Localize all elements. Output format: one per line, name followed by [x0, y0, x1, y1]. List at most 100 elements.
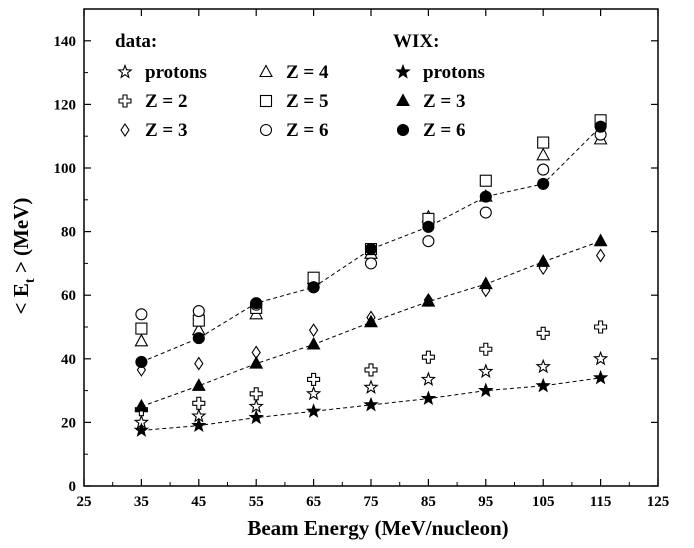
data-point-open-circle	[537, 163, 550, 176]
legend-label: protons	[423, 62, 485, 83]
data-point-open-square	[537, 136, 550, 149]
data-point-filled-circle	[479, 190, 492, 203]
x-tick-label: 115	[590, 494, 612, 510]
legend-marker-filled-triangle	[396, 93, 410, 107]
legend-label: Z = 6	[286, 120, 329, 141]
legend-marker-filled-star	[395, 63, 411, 79]
data-point-filled-triangle	[191, 378, 206, 391]
data-point-open-star	[535, 358, 551, 374]
x-tick-label: 125	[647, 494, 670, 510]
y-axis-title-prefix: < E	[9, 283, 33, 314]
legend-marker-open-square	[259, 94, 273, 108]
legend: data: WIX: protons Z = 2 Z = 3 Z = 4 Z = 5 Z = …	[115, 31, 485, 141]
legend-label: Z = 6	[423, 120, 466, 141]
data-point-filled-star	[592, 369, 609, 385]
legend-marker-filled-circle	[396, 123, 410, 137]
data-point-open-star	[592, 350, 609, 366]
data-point-open-circle	[364, 257, 378, 270]
data-point-filled-circle	[192, 332, 205, 345]
series-line-8	[141, 126, 601, 363]
data-point-filled-star	[305, 403, 322, 418]
data-point-filled-triangle	[134, 398, 149, 412]
data-point-open-diamond	[194, 356, 204, 371]
legend-heading-data: data:	[115, 31, 157, 52]
x-tick-label: 95	[478, 494, 493, 510]
x-tick-label: 55	[249, 494, 264, 510]
legend-label: protons	[145, 62, 207, 83]
y-tick-label: 20	[61, 415, 76, 431]
legend-label: Z = 3	[145, 120, 188, 141]
data-point-filled-triangle	[421, 293, 436, 307]
data-point-open-circle	[422, 235, 435, 248]
data-point-filled-triangle	[306, 336, 321, 350]
y-tick-label: 140	[54, 34, 77, 50]
data-point-open-cross	[536, 326, 550, 340]
legend-marker-open-circle	[259, 123, 273, 137]
data-point-open-star	[248, 398, 264, 414]
data-point-open-star	[478, 363, 494, 379]
legend-heading-wix: WIX:	[393, 31, 439, 52]
y-tick-label: 40	[61, 352, 76, 368]
x-tick-label: 105	[532, 494, 555, 510]
x-tick-label: 65	[306, 494, 321, 510]
data-point-open-cross	[364, 363, 378, 377]
data-point-open-cross	[479, 342, 493, 356]
y-tick-label: 0	[69, 479, 77, 495]
legend-marker-open-star	[117, 63, 133, 79]
data-point-open-star	[305, 385, 322, 401]
data-point-filled-star	[133, 422, 150, 437]
legend-label: Z = 5	[286, 91, 329, 112]
data-point-open-cross	[594, 320, 608, 334]
data-point-filled-circle	[364, 243, 378, 256]
y-axis-title: < Et > (MeV)	[9, 198, 38, 315]
data-point-open-cross	[192, 396, 206, 410]
x-tick-label: 45	[191, 494, 206, 510]
legend-marker-open-cross	[118, 94, 132, 108]
y-tick-label: 100	[54, 161, 77, 177]
data-point-open-circle	[192, 305, 205, 318]
y-axis-title-suffix: > (MeV)	[9, 198, 33, 279]
data-point-filled-star	[478, 382, 494, 398]
x-tick-label: 25	[77, 494, 92, 510]
data-point-filled-star	[420, 390, 437, 406]
series-line-7	[141, 240, 601, 407]
legend-label: Z = 4	[286, 62, 329, 83]
data-point-filled-triangle	[478, 276, 493, 290]
y-tick-label: 120	[54, 97, 77, 113]
data-point-filled-circle	[537, 177, 550, 190]
data-point-filled-circle	[307, 281, 320, 294]
x-tick-label: 75	[364, 494, 379, 510]
data-point-open-star	[420, 371, 437, 386]
data-point-open-diamond	[595, 248, 606, 263]
data-point-filled-star	[363, 396, 379, 412]
data-point-open-triangle	[134, 333, 149, 347]
y-tick-label: 80	[61, 225, 76, 241]
data-point-filled-star	[535, 377, 551, 393]
data-point-filled-triangle	[249, 355, 264, 369]
y-tick-label: 60	[61, 288, 76, 304]
x-axis-title: Beam Energy (MeV/nucleon)	[247, 516, 508, 540]
legend-marker-open-diamond	[120, 123, 130, 137]
plot-area: 25 35 45 55 65 75 85 95 105 115 125 0 20 40 60 80 100 120…	[54, 8, 670, 510]
x-tick-label: 85	[421, 494, 436, 510]
legend-marker-open-triangle	[259, 64, 273, 78]
data-point-open-triangle	[536, 147, 551, 161]
legend-label: Z = 2	[145, 91, 188, 112]
data-point-filled-star	[191, 417, 207, 433]
data-point-open-cross	[249, 387, 263, 401]
x-tick-label: 35	[134, 494, 149, 510]
data-point-open-star	[363, 379, 379, 394]
data-point-filled-circle	[135, 355, 148, 369]
data-point-filled-star	[248, 409, 264, 425]
data-point-open-cross	[307, 372, 321, 387]
y-axis-title-subscript: t	[23, 278, 38, 283]
data-point-open-cross	[421, 350, 435, 364]
data-point-filled-circle	[422, 220, 435, 233]
data-point-filled-triangle	[536, 254, 551, 267]
data-point-open-diamond	[308, 323, 319, 338]
data-point-open-square	[135, 322, 148, 335]
data-point-filled-circle	[250, 297, 263, 310]
data-point-filled-triangle	[364, 314, 378, 328]
data-point-open-circle	[135, 308, 148, 321]
